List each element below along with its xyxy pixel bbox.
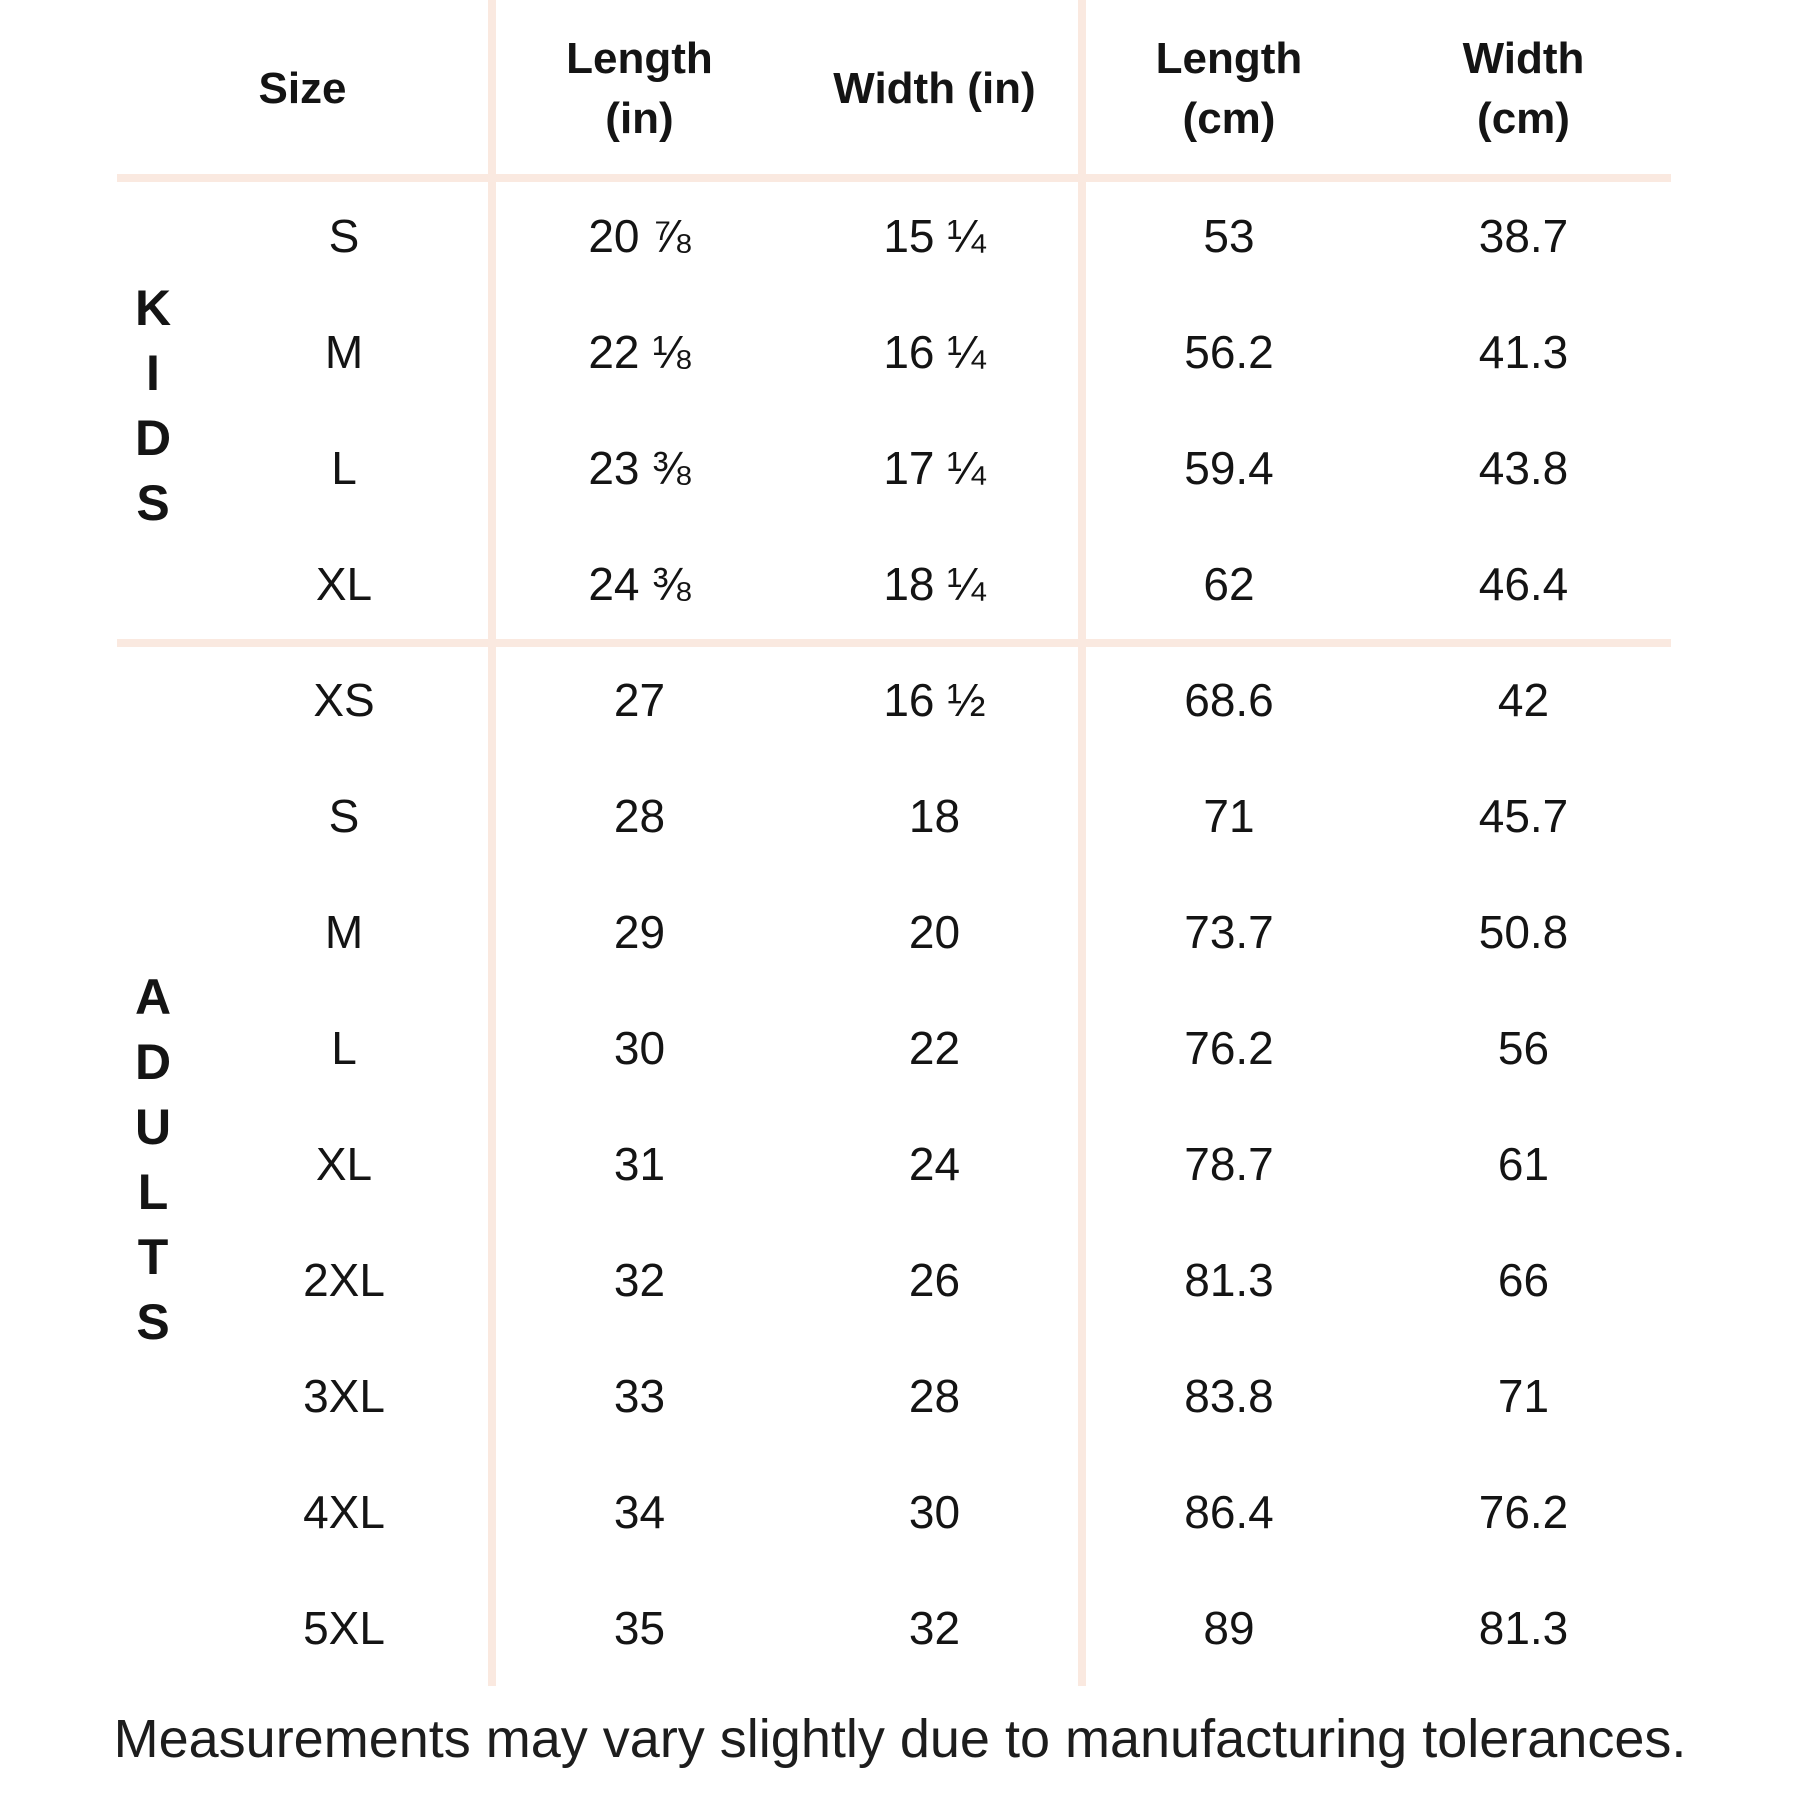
column-divider-2 — [1078, 0, 1086, 1686]
length-in-cell: 31 — [613, 1138, 666, 1190]
size-cell: 5XL — [303, 1602, 385, 1654]
footer-note: Measurements may vary slightly due to ma… — [113, 1709, 1687, 1769]
length-cm-cell: 89 — [1203, 1602, 1255, 1654]
header-line: (cm) — [1477, 94, 1570, 143]
width-cm-cell: 76.2 — [1478, 1486, 1569, 1538]
header-line: Width (in) — [833, 64, 1036, 113]
header-line: Size — [258, 64, 347, 113]
size-cell: XL — [315, 1138, 373, 1190]
length-cm-cell: 68.6 — [1184, 674, 1274, 726]
column-header-size: Size — [117, 0, 488, 178]
width-cm-cell: 46.4 — [1478, 558, 1569, 610]
length-in-cell: 34 — [613, 1486, 666, 1538]
header-line: (cm) — [1182, 94, 1276, 143]
length-in-cell: 24 ⅜ — [588, 558, 691, 610]
header-divider — [117, 174, 1671, 182]
width-in-cell: 18 ¼ — [883, 558, 986, 610]
width-cm-cell: 42 — [1497, 674, 1550, 726]
section-divider — [117, 639, 1671, 647]
length-in-cell: 22 ⅛ — [588, 326, 691, 378]
length-in-cell: 32 — [613, 1254, 666, 1306]
length-in-cell: 30 — [613, 1022, 666, 1074]
size-table: Length (in) Width (in) Length (cm) Width… — [125, 0, 1671, 1654]
width-in-cell: 24 — [908, 1138, 961, 1190]
width-cm-cell: 38.7 — [1478, 210, 1569, 262]
length-cm-cell: 73.7 — [1184, 906, 1274, 958]
width-in-cell: 32 — [908, 1602, 961, 1654]
length-in-cell: 20 ⅞ — [588, 210, 691, 262]
header-line: Length — [1155, 34, 1303, 83]
length-in-cell: 23 ⅜ — [588, 442, 691, 494]
width-cm-cell: 41.3 — [1478, 326, 1569, 378]
column-header-width-cm: Width (cm) — [1376, 0, 1671, 178]
width-in-cell: 28 — [908, 1370, 961, 1422]
size-cell: 3XL — [303, 1370, 385, 1422]
header-line: Length — [566, 34, 713, 83]
length-in-cell: 27 — [613, 674, 666, 726]
width-in-cell: 16 ½ — [883, 674, 986, 726]
length-cm-cell: 71 — [1203, 790, 1255, 842]
header-line: (in) — [605, 94, 674, 143]
size-cell: M — [324, 906, 364, 958]
size-cell: XL — [315, 558, 373, 610]
size-cell: L — [331, 442, 357, 494]
size-cell: S — [328, 210, 360, 262]
column-header-length-in: Length (in) — [492, 0, 787, 178]
column-divider-1 — [488, 0, 496, 1686]
width-in-cell: 26 — [908, 1254, 961, 1306]
header-line: Width — [1462, 34, 1585, 83]
length-cm-cell: 78.7 — [1184, 1138, 1274, 1190]
width-in-cell: 17 ¼ — [883, 442, 986, 494]
width-cm-cell: 81.3 — [1478, 1602, 1569, 1654]
width-cm-cell: 71 — [1497, 1370, 1550, 1422]
size-cell: 4XL — [303, 1486, 385, 1538]
column-header-width-in: Width (in) — [787, 0, 1082, 178]
length-cm-cell: 86.4 — [1184, 1486, 1274, 1538]
length-cm-cell: 83.8 — [1184, 1370, 1274, 1422]
length-in-cell: 33 — [613, 1370, 666, 1422]
length-cm-cell: 81.3 — [1184, 1254, 1274, 1306]
width-cm-cell: 56 — [1497, 1022, 1550, 1074]
length-cm-cell: 76.2 — [1184, 1022, 1274, 1074]
size-cell: M — [324, 326, 364, 378]
length-in-cell: 29 — [613, 906, 666, 958]
width-in-cell: 22 — [908, 1022, 961, 1074]
width-cm-cell: 66 — [1497, 1254, 1550, 1306]
size-cell: S — [328, 790, 360, 842]
length-in-cell: 35 — [613, 1602, 666, 1654]
length-cm-cell: 53 — [1203, 210, 1255, 262]
width-cm-cell: 50.8 — [1478, 906, 1569, 958]
length-in-cell: 28 — [613, 790, 666, 842]
size-cell: 2XL — [303, 1254, 385, 1306]
width-cm-cell: 61 — [1497, 1138, 1550, 1190]
length-cm-cell: 59.4 — [1184, 442, 1274, 494]
group-label-kids: KIDS — [125, 280, 181, 540]
length-cm-cell: 56.2 — [1184, 326, 1274, 378]
width-cm-cell: 43.8 — [1478, 442, 1569, 494]
size-cell: XS — [313, 674, 375, 726]
column-header-length-cm: Length (cm) — [1082, 0, 1376, 178]
width-in-cell: 20 — [908, 906, 961, 958]
width-in-cell: 30 — [908, 1486, 961, 1538]
width-in-cell: 16 ¼ — [883, 326, 986, 378]
length-cm-cell: 62 — [1203, 558, 1255, 610]
width-in-cell: 15 ¼ — [883, 210, 986, 262]
width-cm-cell: 45.7 — [1478, 790, 1569, 842]
width-in-cell: 18 — [908, 790, 961, 842]
size-cell: L — [331, 1022, 357, 1074]
group-label-adults: ADULTS — [125, 969, 181, 1359]
